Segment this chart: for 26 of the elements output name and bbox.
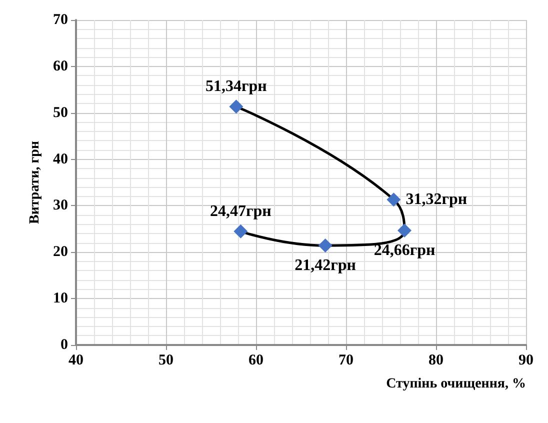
data-label: 21,42грн <box>294 257 356 274</box>
x-tick-label: 70 <box>338 352 354 368</box>
x-tick-label: 90 <box>518 352 534 368</box>
x-tick-label: 40 <box>68 352 84 368</box>
y-tick-label: 60 <box>53 58 68 74</box>
x-tick-label: 60 <box>248 352 264 368</box>
y-tick-label: 20 <box>53 244 68 260</box>
y-tick-label: 10 <box>53 290 68 307</box>
y-tick-label: 40 <box>53 151 68 168</box>
x-tick-label: 50 <box>158 352 174 368</box>
x-tick-label: 80 <box>428 352 444 368</box>
y-axis-title: Витрати, грн <box>28 140 43 224</box>
data-label: 24,47грн <box>210 202 272 220</box>
point <box>398 224 412 238</box>
y-tick-label: 30 <box>53 198 68 214</box>
y-tick-label: 50 <box>53 104 68 121</box>
y-tick-label: 70 <box>53 12 68 28</box>
x-axis-title: Ступінь очищення, % <box>386 376 526 392</box>
data-label: 31,32грн <box>406 191 468 208</box>
point <box>229 100 244 114</box>
point <box>318 238 332 253</box>
y-tick-label: 0 <box>60 337 68 353</box>
data-label: 51,34грн <box>206 78 267 96</box>
point <box>386 192 401 207</box>
data-label: 24,66грн <box>374 242 436 260</box>
point <box>234 224 248 238</box>
